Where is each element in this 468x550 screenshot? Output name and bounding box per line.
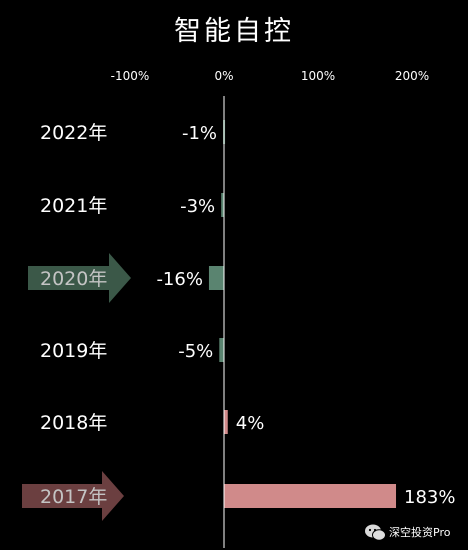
- bar: [219, 338, 224, 362]
- highlight-arrows: [22, 253, 131, 521]
- value-label: -5%: [178, 341, 213, 362]
- category-labels: 2022年 2021年 2020年 2019年 2018年 2017年: [40, 122, 107, 508]
- bar: [224, 410, 228, 434]
- bar: [224, 484, 397, 508]
- x-tick-label: 0%: [214, 69, 233, 83]
- x-tick-label: 100%: [301, 69, 335, 83]
- value-labels: -1% -3% -16% -5% 4% 183%: [156, 123, 455, 508]
- wechat-icon: [365, 524, 386, 541]
- x-axis-ticks: -100% 0% 100% 200%: [111, 69, 429, 83]
- x-tick-label: 200%: [395, 69, 429, 83]
- category-label: 2018年: [40, 412, 107, 434]
- value-label: -3%: [180, 196, 215, 217]
- value-label: 183%: [404, 487, 455, 508]
- category-label: 2020年: [40, 268, 107, 290]
- value-label: -16%: [156, 269, 203, 290]
- category-label: 2021年: [40, 195, 107, 217]
- x-tick-label: -100%: [111, 69, 150, 83]
- watermark-text: 深空投资Pro: [389, 525, 451, 539]
- value-label: 4%: [236, 413, 265, 434]
- highlight-arrow: [22, 471, 124, 521]
- bar: [221, 193, 224, 217]
- category-label: 2019年: [40, 340, 107, 362]
- category-label: 2017年: [40, 486, 107, 508]
- bar: [208, 266, 224, 290]
- chart-title: 智能自控: [174, 16, 294, 47]
- value-label: -1%: [182, 123, 217, 144]
- category-label: 2022年: [40, 122, 107, 144]
- bars: [208, 120, 397, 508]
- watermark: 深空投资Pro: [365, 524, 451, 541]
- highlight-arrow: [28, 253, 131, 303]
